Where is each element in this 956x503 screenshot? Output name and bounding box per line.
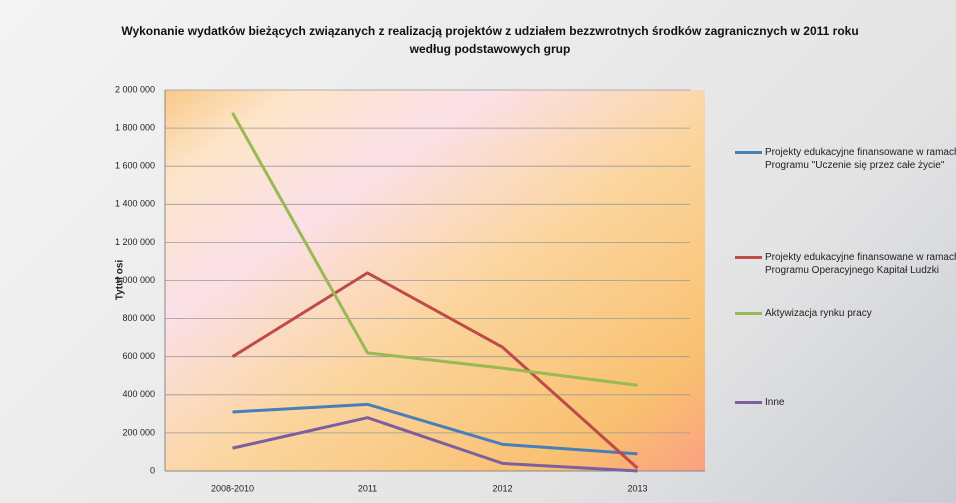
chart-title: Wykonanie wydatków bieżących związanych … (121, 24, 859, 56)
y-tick-label: 1 800 000 (115, 122, 155, 132)
legend-entry: Projekty edukacyjne finansowane w ramach… (735, 146, 956, 172)
y-tick-label: 1 400 000 (115, 199, 155, 209)
legend-swatch (735, 401, 762, 404)
series-line (231, 112, 638, 387)
y-tick-label: 400 000 (122, 389, 155, 399)
legend-swatch (735, 256, 762, 259)
y-tick-label: 600 000 (122, 351, 155, 361)
y-tick-label: 800 000 (122, 313, 155, 323)
x-tick-label: 2013 (627, 483, 647, 493)
series-line (232, 402, 638, 456)
legend-swatch (735, 151, 762, 154)
y-tick-label: 0 (150, 465, 155, 475)
x-tick-label: 2012 (492, 483, 512, 493)
series-line (231, 271, 639, 470)
legend-label: Inne (765, 397, 785, 408)
legend-label: Projekty edukacyjne finansowane w ramach… (765, 252, 956, 276)
x-tick-label: 2011 (358, 483, 377, 493)
series-line (232, 416, 638, 473)
y-axis-label: Tytuł osi (115, 260, 126, 301)
legend-entry: Inne (735, 396, 956, 409)
x-tick-label: 2008-2010 (211, 483, 254, 493)
y-tick-label: 1 200 000 (115, 237, 155, 247)
legend-swatch (735, 312, 762, 315)
legend-label: Aktywizacja rynku pracy (765, 308, 872, 319)
y-tick-label: 1 600 000 (115, 161, 155, 171)
legend-entry: Aktywizacja rynku pracy (735, 307, 956, 320)
legend-entry: Projekty edukacyjne finansowane w ramach… (735, 251, 956, 277)
legend-label: Projekty edukacyjne finansowane w ramach… (765, 147, 956, 171)
y-tick-label: 200 000 (122, 427, 155, 437)
y-tick-label: 2 000 000 (115, 84, 155, 94)
y-tick-label: 1 000 000 (115, 275, 155, 285)
